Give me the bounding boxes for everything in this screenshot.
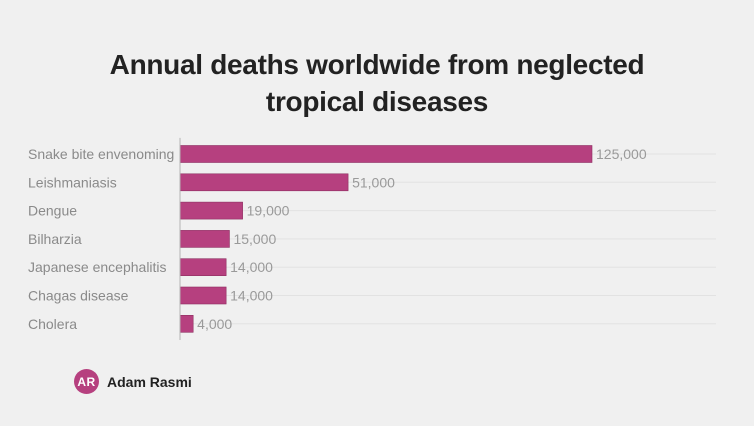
category-label: Dengue xyxy=(28,203,77,219)
bar xyxy=(179,286,227,305)
category-label: Bilharzia xyxy=(28,231,82,247)
chart-title-line-2: tropical diseases xyxy=(265,86,489,117)
category-label: Snake bite envenoming xyxy=(28,146,174,162)
category-label: Leishmaniasis xyxy=(28,174,117,190)
bar xyxy=(179,173,349,192)
value-label: 14,000 xyxy=(230,288,273,304)
author-avatar: AR xyxy=(74,369,99,394)
chart-title-line-1: Annual deaths worldwide from neglected xyxy=(109,49,645,80)
category-label: Cholera xyxy=(28,316,77,332)
value-label: 4,000 xyxy=(197,316,232,332)
chart-title: Annual deaths worldwide from neglected t… xyxy=(0,46,754,120)
byline: AR Adam Rasmi xyxy=(74,369,192,394)
bar xyxy=(179,314,194,333)
value-label: 51,000 xyxy=(352,174,395,190)
value-label: 19,000 xyxy=(247,203,290,219)
bar xyxy=(179,201,243,220)
bar xyxy=(179,145,593,163)
category-label: Japanese encephalitis xyxy=(28,259,167,275)
bar xyxy=(179,230,230,248)
value-label: 125,000 xyxy=(596,146,647,162)
avatar-initials: AR xyxy=(77,374,96,389)
bar xyxy=(179,258,227,277)
value-label: 14,000 xyxy=(230,259,273,275)
value-label: 15,000 xyxy=(233,231,276,247)
author-name: Adam Rasmi xyxy=(107,373,192,390)
category-label: Chagas disease xyxy=(28,288,129,304)
